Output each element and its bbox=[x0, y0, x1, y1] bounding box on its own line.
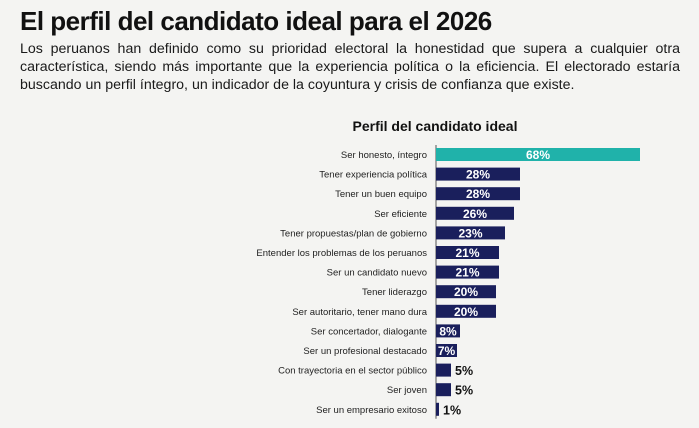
value-label: 5% bbox=[455, 384, 473, 398]
value-label: 7% bbox=[438, 344, 456, 358]
category-label: Ser un profesional destacado bbox=[303, 346, 427, 357]
category-label: Ser un empresario exitoso bbox=[316, 405, 427, 416]
value-label: 21% bbox=[455, 246, 479, 260]
category-label: Ser joven bbox=[387, 385, 427, 396]
value-label: 28% bbox=[466, 187, 490, 201]
category-label: Ser un candidato nuevo bbox=[327, 268, 427, 279]
page-title: El perfil del candidato ideal para el 20… bbox=[20, 6, 492, 36]
bar bbox=[436, 148, 640, 161]
category-label: Con trayectoria en el sector público bbox=[278, 366, 427, 377]
category-label: Tener liderazgo bbox=[362, 287, 427, 298]
value-label: 21% bbox=[455, 266, 479, 280]
category-label: Entender los problemas de los peruanos bbox=[256, 248, 427, 259]
bar bbox=[436, 226, 505, 240]
value-label: 68% bbox=[526, 148, 550, 162]
bar bbox=[436, 285, 496, 299]
category-label: Tener propuestas/plan de gobierno bbox=[280, 228, 427, 239]
value-label: 26% bbox=[463, 207, 487, 221]
value-label: 23% bbox=[458, 226, 482, 240]
bar bbox=[436, 363, 451, 377]
category-label: Ser autoritario, tener mano dura bbox=[292, 307, 427, 318]
bar bbox=[436, 246, 499, 259]
category-label: Tener experiencia política bbox=[319, 170, 427, 181]
bar bbox=[436, 265, 499, 279]
value-label: 20% bbox=[454, 305, 478, 319]
category-label: Ser concertador, dialogante bbox=[311, 326, 427, 337]
bar bbox=[436, 324, 460, 338]
value-label: 20% bbox=[454, 285, 478, 299]
value-label: 1% bbox=[443, 403, 461, 417]
bar bbox=[436, 383, 451, 397]
category-label: Ser eficiente bbox=[374, 209, 427, 220]
bar bbox=[436, 167, 520, 181]
bar bbox=[436, 344, 457, 357]
bar bbox=[436, 187, 520, 201]
category-label: Tener un buen equipo bbox=[335, 189, 427, 200]
value-label: 8% bbox=[439, 324, 457, 338]
description: Los peruanos han definido como su priori… bbox=[20, 41, 680, 93]
value-label: 5% bbox=[455, 364, 473, 378]
value-label: 28% bbox=[466, 168, 490, 182]
bar bbox=[436, 402, 439, 416]
bar bbox=[436, 206, 514, 220]
chart-title: Perfil del candidato ideal bbox=[352, 118, 518, 134]
bar bbox=[436, 304, 496, 318]
category-label: Ser honesto, íntegro bbox=[341, 150, 427, 161]
